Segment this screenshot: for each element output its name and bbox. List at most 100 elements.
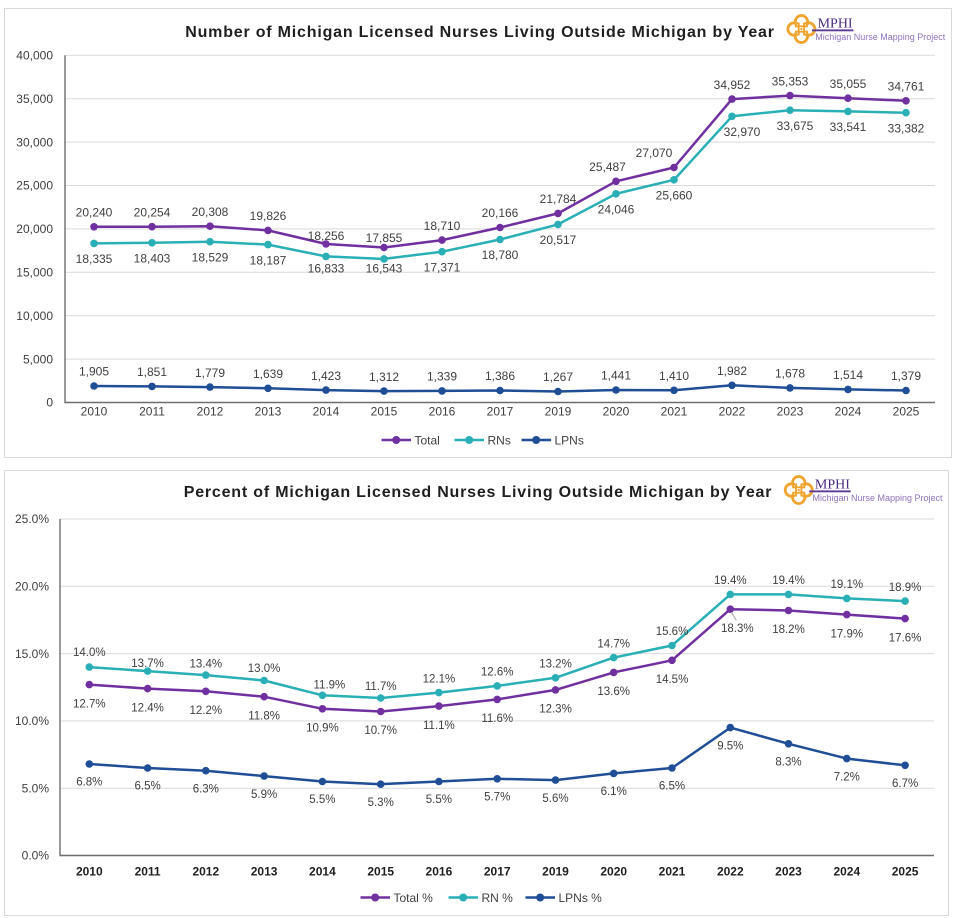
svg-text:11.9%: 11.9% [314, 680, 346, 692]
svg-text:11.6%: 11.6% [481, 713, 513, 725]
svg-text:1,639: 1,639 [253, 367, 283, 381]
svg-text:2017: 2017 [487, 405, 514, 419]
svg-text:2016: 2016 [426, 865, 453, 879]
svg-text:20,240: 20,240 [76, 206, 113, 220]
svg-text:18.9%: 18.9% [889, 582, 922, 594]
svg-text:Total %: Total % [394, 891, 434, 905]
svg-text:13.4%: 13.4% [189, 659, 222, 671]
svg-text:17.9%: 17.9% [830, 628, 863, 640]
svg-text:2025: 2025 [893, 405, 920, 419]
svg-text:15.6%: 15.6% [656, 626, 689, 638]
svg-text:5.7%: 5.7% [484, 792, 510, 804]
svg-text:2021: 2021 [661, 405, 688, 419]
svg-text:MPHI: MPHI [815, 478, 850, 493]
svg-text:10,000: 10,000 [16, 309, 53, 323]
svg-text:RN %: RN % [482, 891, 514, 905]
svg-text:19,826: 19,826 [250, 209, 287, 223]
svg-text:2019: 2019 [542, 865, 569, 879]
svg-text:20,517: 20,517 [540, 233, 577, 247]
svg-text:25,000: 25,000 [16, 179, 53, 193]
svg-text:33,675: 33,675 [777, 119, 814, 133]
svg-text:1,267: 1,267 [543, 370, 573, 384]
svg-text:13.6%: 13.6% [597, 686, 630, 698]
svg-text:14.7%: 14.7% [597, 638, 630, 650]
svg-text:24,046: 24,046 [598, 203, 635, 217]
svg-text:11.7%: 11.7% [365, 681, 397, 693]
svg-text:13.2%: 13.2% [539, 659, 572, 671]
svg-text:1,851: 1,851 [137, 365, 167, 379]
svg-text:2022: 2022 [717, 865, 744, 879]
svg-text:18,256: 18,256 [308, 229, 345, 243]
svg-text:13.0%: 13.0% [248, 663, 281, 675]
svg-text:1,339: 1,339 [427, 370, 457, 384]
svg-text:34,761: 34,761 [888, 80, 925, 94]
svg-text:1,982: 1,982 [717, 364, 747, 378]
svg-text:15,000: 15,000 [16, 266, 53, 280]
svg-text:2010: 2010 [81, 405, 108, 419]
svg-text:2021: 2021 [659, 865, 686, 879]
svg-text:2024: 2024 [833, 865, 860, 879]
svg-text:20,166: 20,166 [482, 206, 519, 220]
svg-text:25.0%: 25.0% [15, 512, 49, 526]
svg-text:2012: 2012 [197, 405, 224, 419]
svg-text:1,379: 1,379 [891, 369, 921, 383]
svg-text:11.8%: 11.8% [248, 710, 280, 722]
svg-text:6.1%: 6.1% [601, 786, 627, 798]
svg-text:2010: 2010 [76, 865, 103, 879]
svg-text:1,779: 1,779 [195, 366, 225, 380]
svg-text:30,000: 30,000 [16, 135, 53, 149]
svg-text:0.0%: 0.0% [22, 849, 50, 863]
svg-text:18,529: 18,529 [192, 250, 229, 264]
svg-text:14.5%: 14.5% [656, 674, 689, 686]
svg-text:Number of Michigan Licensed Nu: Number of Michigan Licensed Nurses Livin… [185, 24, 775, 41]
svg-text:18,335: 18,335 [76, 252, 113, 266]
svg-text:2020: 2020 [603, 405, 630, 419]
svg-text:25,660: 25,660 [656, 189, 693, 203]
svg-text:Michigan Nurse Mapping Project: Michigan Nurse Mapping Project [815, 32, 946, 42]
svg-text:5.0%: 5.0% [22, 781, 50, 795]
svg-text:33,541: 33,541 [830, 120, 867, 134]
svg-text:20,000: 20,000 [16, 222, 53, 236]
svg-text:5.6%: 5.6% [542, 793, 568, 805]
svg-text:12.4%: 12.4% [131, 702, 164, 714]
svg-text:6.5%: 6.5% [134, 781, 160, 793]
svg-text:1,423: 1,423 [311, 369, 341, 383]
svg-text:20,254: 20,254 [134, 205, 171, 219]
svg-text:35,353: 35,353 [772, 74, 809, 88]
svg-text:12.2%: 12.2% [189, 705, 222, 717]
svg-text:15.0%: 15.0% [15, 647, 49, 661]
svg-text:6.7%: 6.7% [892, 778, 918, 790]
svg-text:34,952: 34,952 [714, 78, 751, 92]
svg-text:Total: Total [415, 433, 440, 447]
svg-text:2014: 2014 [309, 865, 336, 879]
svg-text:19.1%: 19.1% [830, 579, 863, 591]
svg-text:2023: 2023 [777, 405, 804, 419]
svg-text:2013: 2013 [255, 405, 282, 419]
svg-text:2017: 2017 [484, 865, 511, 879]
svg-text:1,410: 1,410 [659, 369, 689, 383]
svg-text:10.7%: 10.7% [364, 725, 397, 737]
svg-text:25,487: 25,487 [589, 160, 626, 174]
svg-text:2011: 2011 [139, 405, 165, 419]
svg-text:2015: 2015 [371, 405, 398, 419]
svg-text:2015: 2015 [367, 865, 394, 879]
svg-text:14.0%: 14.0% [73, 647, 106, 659]
svg-text:8.3%: 8.3% [775, 757, 801, 769]
svg-text:1,441: 1,441 [601, 369, 631, 383]
svg-text:12.1%: 12.1% [423, 673, 456, 685]
svg-text:17,371: 17,371 [424, 260, 461, 274]
svg-text:2012: 2012 [192, 865, 219, 879]
svg-text:12.3%: 12.3% [539, 704, 572, 716]
svg-text:2022: 2022 [719, 405, 746, 419]
svg-text:1,514: 1,514 [833, 368, 863, 382]
svg-text:6.3%: 6.3% [193, 783, 219, 795]
svg-text:11.1%: 11.1% [423, 720, 455, 732]
svg-text:2024: 2024 [835, 405, 862, 419]
svg-text:2019: 2019 [545, 405, 572, 419]
svg-text:27,070: 27,070 [636, 146, 673, 160]
svg-text:20,308: 20,308 [192, 205, 229, 219]
svg-text:13.7%: 13.7% [131, 658, 164, 670]
svg-text:10.9%: 10.9% [306, 723, 339, 735]
svg-text:9.5%: 9.5% [717, 740, 743, 752]
svg-text:20.0%: 20.0% [15, 580, 49, 594]
